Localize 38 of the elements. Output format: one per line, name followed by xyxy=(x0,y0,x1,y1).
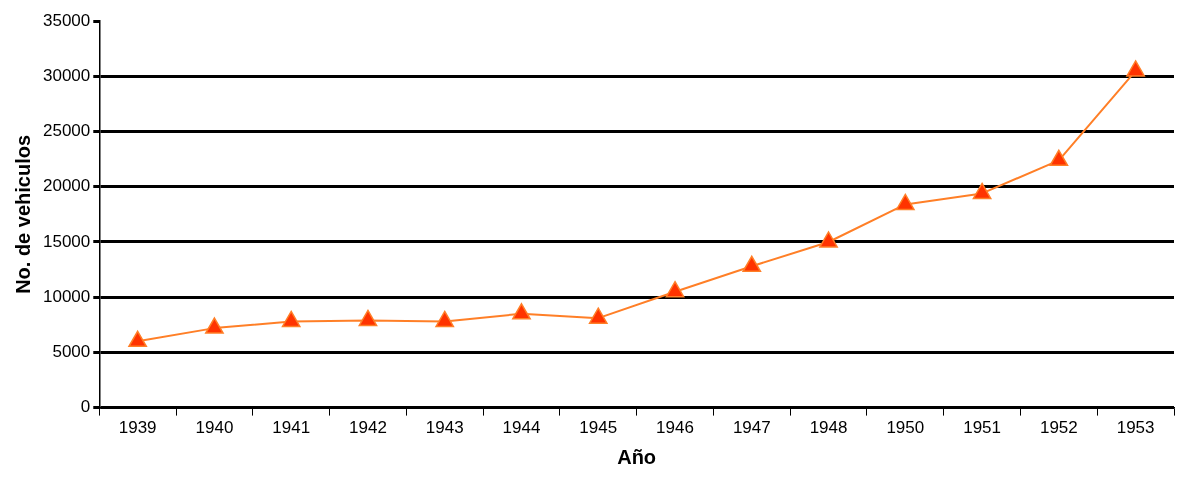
x-tick-label: 1941 xyxy=(272,418,311,438)
y-axis-title: No. de vehiculos xyxy=(11,134,34,294)
y-tick-label: 25000 xyxy=(42,121,91,141)
point xyxy=(358,309,378,327)
point xyxy=(742,255,762,273)
point xyxy=(512,303,531,320)
x-tick-label: 1944 xyxy=(502,418,541,438)
y-tick-label: 10000 xyxy=(42,286,91,306)
x-tick-label: 1947 xyxy=(732,418,771,438)
point xyxy=(588,307,608,324)
x-tick-label: 1951 xyxy=(963,418,1001,438)
y-tick-label: 5000 xyxy=(52,342,91,362)
x-tick-label: 1939 xyxy=(118,418,157,438)
x-tick-label: 1952 xyxy=(1039,418,1078,438)
point xyxy=(435,310,455,328)
x-tick-label: 1945 xyxy=(579,418,618,438)
x-tick-label: 1950 xyxy=(886,418,925,438)
x-axis-title: Año xyxy=(617,445,657,468)
point xyxy=(972,182,992,200)
point xyxy=(819,231,838,248)
x-tick-label: 1943 xyxy=(425,418,464,438)
x-tick-label: 1953 xyxy=(1116,418,1155,438)
point xyxy=(205,317,224,334)
point xyxy=(895,193,915,211)
x-tick-label: 1946 xyxy=(656,418,694,438)
point xyxy=(281,310,301,328)
y-tick-label: 20000 xyxy=(42,176,91,196)
x-tick-label: 1940 xyxy=(195,418,234,438)
point xyxy=(1126,60,1146,77)
point xyxy=(1049,149,1069,167)
y-tick-label: 15000 xyxy=(42,231,91,251)
y-tick-label: 30000 xyxy=(42,66,91,86)
x-tick-label: 1942 xyxy=(349,418,387,438)
y-tick-label: 0 xyxy=(80,397,91,417)
x-tick-label: 1948 xyxy=(809,418,848,438)
point xyxy=(665,280,685,298)
point xyxy=(128,330,148,348)
y-tick-label: 35000 xyxy=(42,10,91,30)
